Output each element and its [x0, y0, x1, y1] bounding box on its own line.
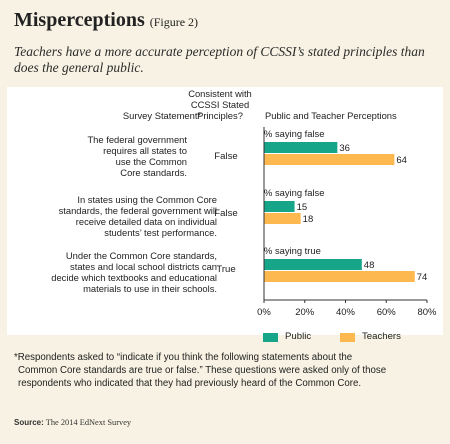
teachers-bar — [264, 213, 301, 224]
answer-3: True — [216, 264, 236, 275]
header-consistent-line2: CCSSI Stated — [190, 99, 250, 110]
pct-label-1: % saying false — [264, 128, 325, 139]
statement-2-line: standards, the federal government will — [58, 205, 217, 216]
legend-teachers-label: Teachers — [362, 331, 401, 342]
header-consistent-line3: Principles? — [197, 110, 243, 121]
pct-label-3: % saying true — [264, 245, 321, 256]
statement-3-line: decide which textbooks and educational — [51, 272, 217, 283]
teachers-value-label: 64 — [396, 155, 407, 166]
footnote-line: respondents who indicated that they had … — [18, 378, 362, 389]
footnote: *Respondents asked to “indicate if you t… — [14, 351, 439, 390]
header-perceptions: Public and Teacher Perceptions — [265, 110, 397, 121]
statement-1: The federal government requires all stat… — [27, 134, 187, 178]
source-text: The 2014 EdNext Survey — [45, 418, 132, 427]
figure-label: (Figure 2) — [149, 15, 199, 29]
teachers-bar — [264, 271, 415, 282]
statement-1-line: The federal government — [87, 134, 187, 145]
statement-2-line: students’ test performance. — [104, 227, 217, 238]
statement-2: In states using the Common Core standard… — [27, 194, 217, 238]
x-tick-label: 80% — [417, 307, 437, 318]
answer-1: False — [214, 151, 238, 162]
teachers-bar — [264, 154, 395, 165]
statement-2-line: In states using the Common Core — [77, 194, 217, 205]
legend-public-label: Public — [285, 331, 312, 342]
chart-panel: Survey Statement* Consistent with CCSSI … — [7, 87, 443, 335]
statement-2-line: receive detailed data on individual — [75, 216, 217, 227]
public-value-label: 15 — [297, 202, 308, 213]
public-value-label: 48 — [364, 260, 375, 271]
public-bar — [264, 201, 295, 212]
statement-1-line: Core standards. — [120, 167, 187, 178]
header-consistent-line1: Consistent with — [188, 88, 252, 99]
chart-subtitle: Teachers have a more accurate perception… — [14, 44, 425, 75]
footnote-line: Common Core standards are true or false.… — [18, 365, 387, 376]
teachers-value-label: 74 — [417, 272, 428, 283]
chart-title: Misperceptions (Figure 2) — [14, 9, 199, 31]
statement-3: Under the Common Core standards, states … — [7, 250, 217, 294]
public-bar — [264, 259, 362, 270]
x-tick-label: 40% — [336, 307, 356, 318]
statement-1-line: requires all states to — [103, 145, 187, 156]
statement-1-line: use the Common — [115, 156, 187, 167]
x-tick-label: 0% — [257, 307, 271, 318]
source-line: Source: The 2014 EdNext Survey — [14, 418, 131, 427]
statement-3-line: states and local school districts can — [70, 261, 217, 272]
public-bar — [264, 142, 338, 153]
header-survey-statement: Survey Statement* — [122, 110, 202, 121]
pct-label-2: % saying false — [264, 187, 325, 198]
statement-3-line: materials to use in their schools. — [83, 283, 217, 294]
statement-3-line: Under the Common Core standards, — [65, 250, 217, 261]
legend-public-swatch — [263, 333, 278, 342]
footnote-line: *Respondents asked to “indicate if you t… — [14, 352, 353, 363]
header-consistent: Consistent with CCSSI Stated Principles? — [185, 88, 255, 121]
answer-2: False — [214, 208, 238, 219]
public-value-label: 36 — [339, 143, 350, 154]
source-label: Source: — [14, 418, 44, 427]
x-tick-label: 60% — [377, 307, 397, 318]
legend-teachers-swatch — [340, 333, 355, 342]
x-tick-label: 20% — [295, 307, 315, 318]
teachers-value-label: 18 — [303, 214, 314, 225]
